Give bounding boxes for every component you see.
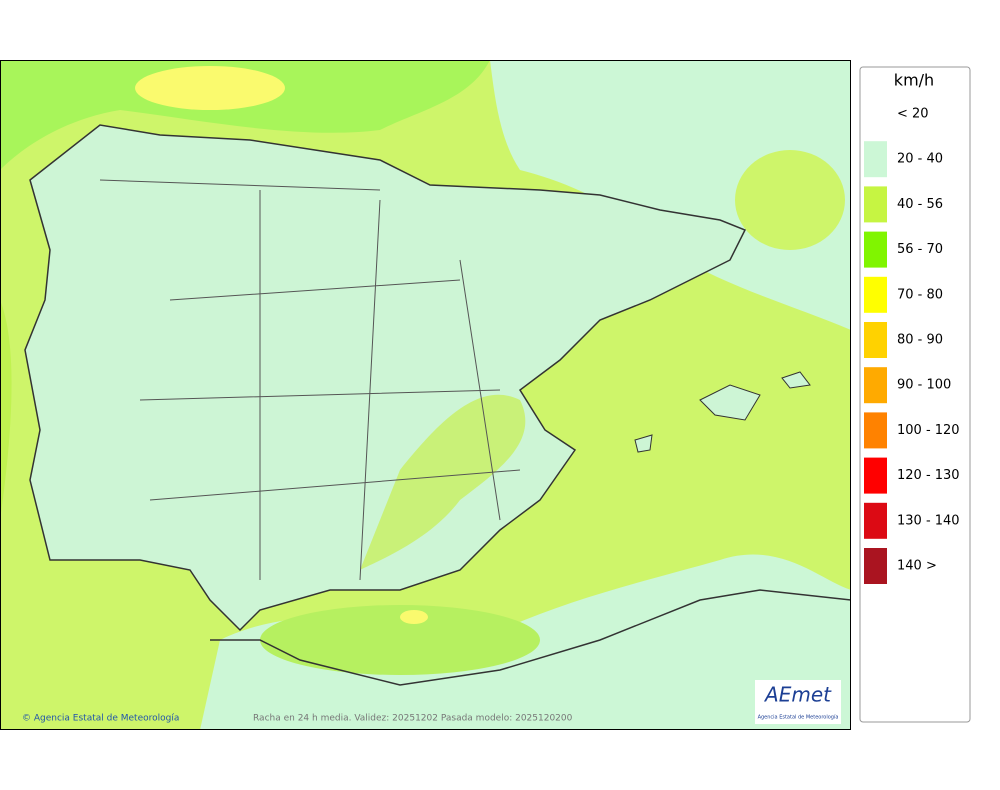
legend-label: 80 - 90 — [897, 333, 943, 348]
wind-zone — [490, 60, 851, 330]
legend-label: 120 - 130 — [897, 468, 960, 483]
legend-swatch — [864, 548, 887, 584]
legend: < 20 20 - 40 40 - 56 56 - 70 70 - 80 80 - 90 9… — [864, 96, 960, 584]
legend-swatch — [864, 141, 887, 178]
legend-swatch — [864, 367, 887, 404]
legend-swatch — [864, 186, 887, 223]
africa-coast — [210, 589, 851, 686]
wind-zone — [0, 300, 12, 520]
wind-zone — [135, 66, 285, 110]
map-frame — [0, 60, 851, 730]
iberia — [24, 124, 747, 632]
legend-label: 130 - 140 — [897, 513, 960, 528]
island — [699, 384, 761, 421]
legend-swatch — [864, 457, 887, 494]
island — [634, 434, 653, 453]
legend-label: 56 - 70 — [897, 242, 943, 257]
legend-label: 100 - 120 — [897, 423, 960, 438]
legend-swatch — [864, 276, 887, 313]
legend-swatch — [864, 412, 887, 449]
region-border — [99, 179, 521, 581]
island — [781, 371, 811, 389]
legend-label: 70 - 80 — [897, 287, 943, 302]
logo-name: AEmet — [763, 683, 832, 707]
wind-zone — [0, 60, 490, 170]
legend-label: 20 - 40 — [897, 152, 943, 167]
legend-label: 140 > — [897, 559, 937, 574]
logo-subtitle: Agencia Estatal de Meteorología — [758, 714, 839, 721]
wind-zone — [360, 394, 526, 570]
map — [0, 60, 851, 730]
wind-zone — [400, 610, 428, 624]
logo-box — [755, 680, 841, 724]
legend-swatch — [864, 96, 887, 132]
caption: Racha en 24 h media. Validez: 20251202 P… — [253, 714, 573, 724]
legend-label: 40 - 56 — [897, 197, 943, 212]
legend-label: 90 - 100 — [897, 378, 951, 393]
credit: © Agencia Estatal de Meteorología — [22, 714, 179, 724]
wind-zone — [735, 150, 845, 250]
legend-label: < 20 — [897, 107, 929, 122]
wind-zone — [260, 605, 540, 675]
legend-swatch — [864, 231, 887, 268]
legend-box — [859, 66, 971, 723]
legend-swatch — [864, 322, 887, 358]
legend-swatch — [864, 502, 887, 539]
legend-title: km/h — [894, 71, 934, 90]
